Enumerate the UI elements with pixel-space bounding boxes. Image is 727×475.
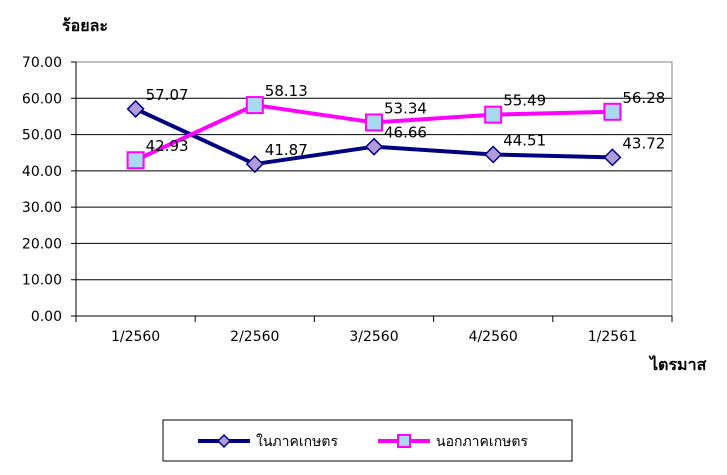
legend-label: นอกภาคเกษตร <box>436 434 528 450</box>
data-point-marker <box>126 99 145 118</box>
x-tick-label: 4/2560 <box>469 329 518 345</box>
x-axis-title: ไตรมาส <box>648 355 707 374</box>
y-tick-label: 60.00 <box>22 91 62 107</box>
data-label: 43.72 <box>622 134 665 152</box>
x-tick-label: 2/2560 <box>230 329 279 345</box>
data-label: 57.07 <box>146 86 189 104</box>
x-tick-label: 3/2560 <box>349 329 398 345</box>
y-tick-label: 30.00 <box>22 200 62 216</box>
y-tick-label: 40.00 <box>22 164 62 180</box>
data-label: 42.93 <box>146 137 189 155</box>
y-tick-label: 10.00 <box>22 273 62 289</box>
x-axis: 1/2560 2/2560 3/2560 4/2560 1/2561 <box>75 315 673 345</box>
data-point-marker <box>245 96 264 115</box>
data-point-marker <box>603 102 622 121</box>
y-tick-label: 50.00 <box>22 128 62 144</box>
data-label: 44.51 <box>503 131 546 149</box>
data-point-marker <box>126 151 145 170</box>
gridlines <box>76 97 672 281</box>
data-label: 55.49 <box>503 92 546 110</box>
data-label: 41.87 <box>265 141 308 159</box>
legend-swatch-marker <box>216 433 232 449</box>
data-point-marker <box>365 113 383 132</box>
data-label: 53.34 <box>384 99 427 117</box>
data-point-marker <box>364 137 384 156</box>
y-axis-title: ร้อยละ <box>62 16 108 35</box>
data-point-marker <box>484 145 503 164</box>
x-tick-label: 1/2561 <box>588 329 637 345</box>
y-tick-label: 70.00 <box>22 55 62 71</box>
data-point-marker <box>603 148 622 167</box>
y-axis: 0.00 10.00 20.00 30.00 40.00 50.00 60.00 70.00 <box>22 55 77 325</box>
y-tick-label: 0.00 <box>31 309 62 325</box>
legend-label: ในภาคเกษตร <box>256 433 338 450</box>
series-group: 57.07 41.87 46.66 44.51 43.72 42.93 58.13 53.34… <box>126 82 665 174</box>
data-point-marker <box>484 105 503 124</box>
data-label: 56.28 <box>622 89 665 107</box>
data-point-marker <box>245 155 264 174</box>
x-tick-label: 1/2560 <box>111 329 160 345</box>
legend-swatch-marker <box>397 434 411 448</box>
y-tick-label: 20.00 <box>22 236 62 252</box>
data-label: 58.13 <box>265 82 308 100</box>
legend: ในภาคเกษตร นอกภาคเกษตร <box>162 419 573 462</box>
data-label: 46.66 <box>384 124 427 142</box>
